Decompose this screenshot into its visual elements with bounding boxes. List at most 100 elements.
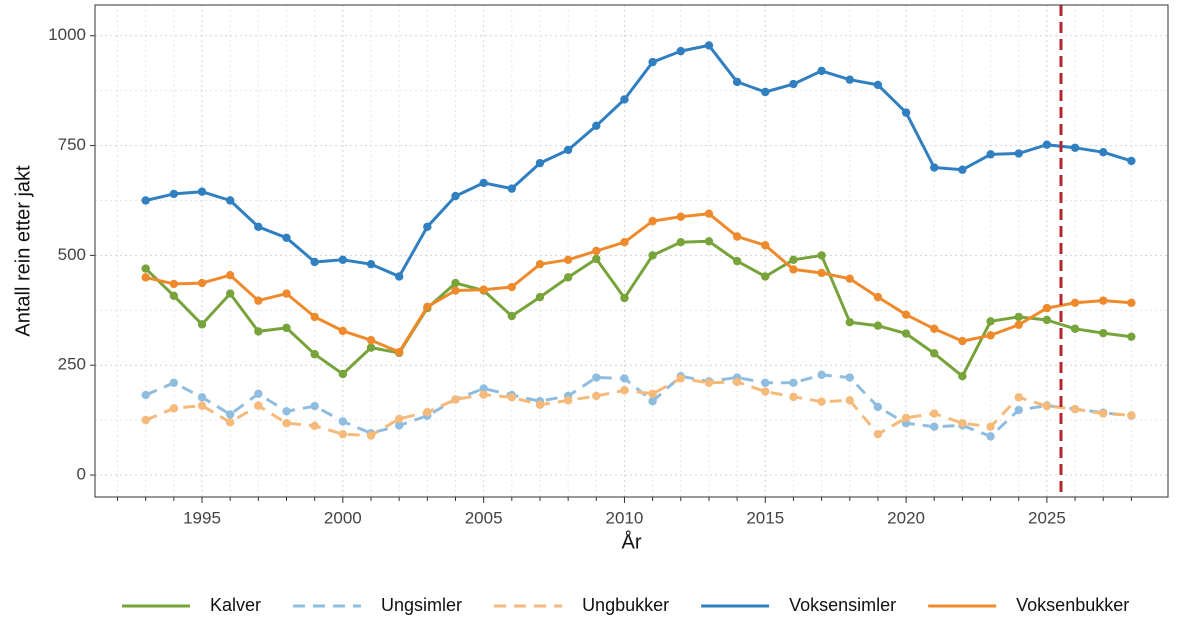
data-point	[592, 254, 601, 264]
data-point	[704, 378, 714, 387]
data-point	[338, 255, 348, 264]
data-point	[141, 415, 150, 425]
data-point	[1042, 401, 1052, 411]
data-point	[845, 373, 854, 382]
data-point	[648, 216, 657, 226]
data-point	[225, 418, 235, 427]
data-point	[845, 75, 854, 84]
data-point	[1127, 298, 1136, 308]
data-point	[254, 327, 263, 336]
data-point	[676, 212, 685, 221]
data-point	[1014, 405, 1023, 415]
data-point	[761, 387, 770, 396]
data-point	[169, 378, 179, 387]
data-point	[986, 150, 995, 159]
data-point	[873, 80, 883, 90]
x-tick-label: 2020	[887, 508, 925, 527]
y-axis-title: Antall rein etter jakt	[12, 165, 34, 337]
data-point	[761, 272, 770, 281]
data-point	[817, 370, 826, 380]
data-point	[1070, 143, 1080, 152]
data-point	[282, 289, 291, 298]
data-point	[310, 312, 319, 322]
series-line	[144, 239, 1132, 378]
data-point	[986, 432, 995, 441]
data-point	[676, 46, 685, 56]
series-line	[145, 376, 1132, 437]
data-point	[338, 326, 348, 336]
data-point	[901, 310, 911, 319]
data-point	[648, 397, 657, 406]
series-line	[145, 373, 1132, 438]
data-point	[310, 257, 319, 267]
data-point	[873, 402, 883, 412]
data-point	[451, 191, 460, 201]
data-point	[761, 378, 770, 387]
data-point	[817, 268, 826, 278]
data-point	[958, 165, 967, 174]
data-point	[479, 390, 488, 399]
data-point	[141, 196, 150, 205]
data-point	[986, 331, 995, 340]
data-point	[817, 251, 826, 260]
data-point	[310, 401, 319, 411]
data-point	[901, 108, 911, 117]
data-point	[930, 324, 939, 333]
data-point	[592, 391, 601, 401]
data-point	[225, 410, 235, 419]
data-point	[169, 279, 179, 289]
data-point	[1042, 140, 1052, 149]
data-point	[225, 196, 235, 205]
data-point	[535, 400, 545, 409]
y-tick-label: 500	[58, 245, 86, 264]
data-point	[648, 389, 657, 398]
data-point	[873, 292, 883, 302]
y-tick-label: 250	[58, 355, 86, 374]
data-point	[986, 422, 995, 431]
legend-label: Voksenbukker	[1016, 595, 1129, 615]
data-point	[169, 404, 179, 413]
data-point	[789, 392, 798, 402]
y-tick-label: 0	[77, 465, 86, 484]
data-point	[563, 145, 573, 155]
data-point	[282, 233, 291, 243]
data-point	[789, 265, 798, 274]
legend-label: Kalver	[210, 595, 261, 615]
legend-label: Ungbukker	[582, 595, 669, 615]
data-point	[535, 259, 545, 269]
data-point	[732, 77, 742, 87]
data-point	[676, 238, 685, 247]
data-point	[563, 273, 573, 282]
x-tick-label: 2000	[324, 508, 362, 527]
data-point	[451, 286, 460, 295]
data-point	[1042, 303, 1052, 313]
data-point	[761, 87, 770, 97]
series-line	[145, 43, 1132, 278]
data-point	[704, 41, 714, 50]
data-point	[169, 189, 179, 199]
data-point	[479, 285, 488, 294]
y-tick-label: 750	[58, 135, 86, 154]
series-line	[145, 212, 1132, 354]
data-point	[620, 95, 629, 104]
data-point	[338, 417, 348, 426]
data-point	[338, 429, 348, 439]
data-point	[394, 421, 404, 430]
data-point	[1014, 149, 1023, 158]
data-point	[451, 395, 460, 404]
data-point	[732, 232, 742, 241]
data-point	[930, 422, 939, 431]
data-point	[620, 293, 629, 303]
data-point	[366, 335, 376, 345]
data-point	[366, 259, 376, 269]
data-point	[704, 237, 714, 246]
data-point	[282, 407, 291, 416]
data-point	[845, 317, 854, 327]
data-point	[986, 317, 995, 326]
data-point	[507, 393, 517, 402]
data-point	[845, 396, 854, 405]
data-point	[1127, 332, 1136, 341]
data-point	[1014, 312, 1023, 322]
data-point	[930, 349, 939, 358]
data-point	[254, 296, 263, 305]
